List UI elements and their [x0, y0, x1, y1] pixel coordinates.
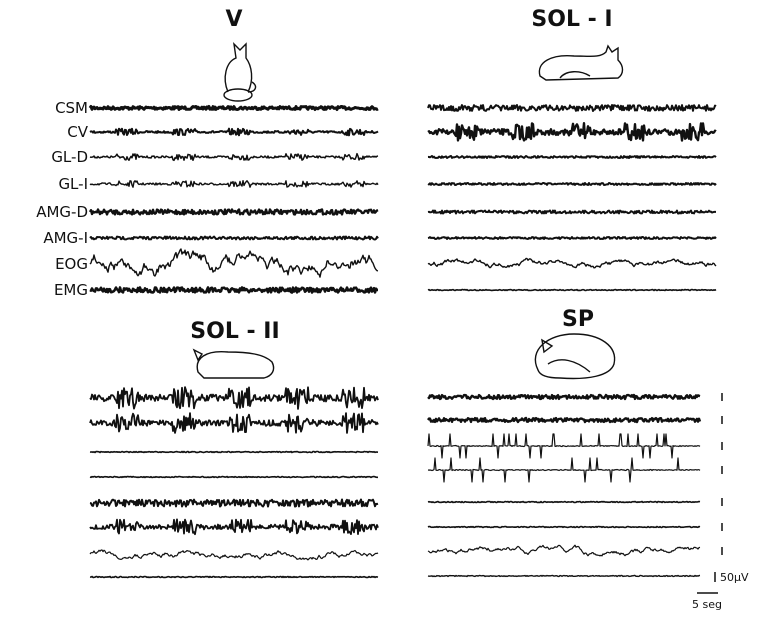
channel-label: AMG-D	[36, 203, 88, 221]
scale-voltage: 50µV	[720, 571, 749, 584]
trace	[428, 527, 700, 528]
cat-lying	[539, 46, 622, 80]
trace	[428, 259, 716, 268]
cat-curled	[535, 334, 614, 378]
trace	[90, 288, 378, 293]
trace	[90, 477, 378, 478]
panel-title: V	[225, 7, 242, 32]
trace	[428, 290, 716, 291]
trace	[428, 502, 700, 503]
trace	[428, 237, 716, 239]
trace	[90, 519, 378, 534]
trace	[90, 452, 378, 453]
trace	[90, 129, 378, 136]
trace	[428, 156, 716, 158]
cat-sitting	[224, 44, 255, 101]
trace	[90, 210, 378, 215]
channel-label: EOG	[55, 255, 88, 273]
trace	[428, 458, 700, 482]
panel-title: SP	[562, 307, 594, 332]
trace	[428, 211, 716, 214]
trace	[428, 545, 700, 556]
panel-title: SOL - II	[190, 319, 279, 344]
trace	[428, 434, 700, 458]
channel-label: EMG	[54, 281, 88, 299]
trace	[428, 123, 716, 140]
channel-label: CSM	[55, 99, 88, 117]
trace	[90, 413, 378, 433]
channel-label: GL-D	[51, 148, 88, 166]
scale-time: 5 seg	[692, 598, 722, 611]
trace	[90, 500, 378, 507]
channel-label: GL-I	[58, 175, 88, 193]
trace	[428, 418, 700, 422]
trace	[90, 550, 378, 560]
trace	[428, 576, 700, 577]
cat-lying-2	[194, 350, 274, 378]
channel-label: CV	[67, 123, 88, 141]
trace	[90, 181, 378, 188]
trace	[428, 105, 716, 111]
trace	[428, 395, 700, 399]
trace	[90, 237, 378, 240]
panel-title: SOL - I	[531, 7, 612, 32]
figure: V SOL - I SOL - II SP 50µV 5 seg CSM CV GL…	[0, 0, 766, 619]
trace	[428, 183, 716, 185]
trace	[90, 577, 378, 578]
trace	[90, 107, 378, 110]
channel-label: AMG-I	[43, 229, 88, 247]
trace	[90, 249, 378, 277]
trace	[90, 154, 378, 161]
trace	[90, 387, 378, 409]
